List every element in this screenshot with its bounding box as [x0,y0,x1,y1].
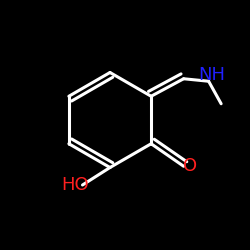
Text: NH: NH [198,66,225,84]
Text: O: O [183,157,197,175]
Text: HO: HO [62,176,89,194]
